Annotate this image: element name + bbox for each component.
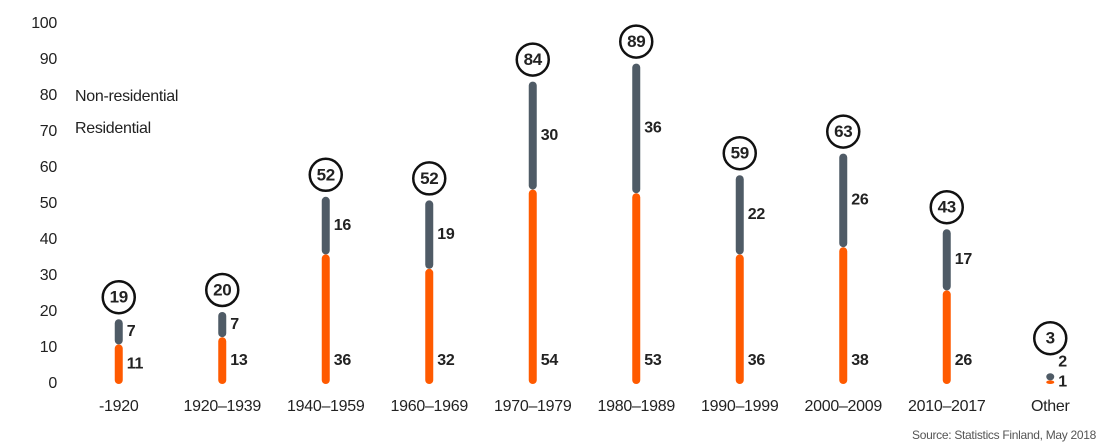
total-label: 19 — [110, 288, 128, 307]
value-label: 36 — [334, 352, 352, 369]
bar-segment — [425, 200, 434, 269]
total-circle — [101, 279, 136, 315]
bar-segment — [735, 175, 744, 255]
y-tick-label: 80 — [40, 87, 58, 104]
value-label: 13 — [230, 352, 248, 369]
value-label: 7 — [230, 316, 239, 333]
bar-segment — [528, 189, 537, 384]
total-label: 52 — [317, 165, 335, 184]
x-tick-label: 1960–1969 — [391, 398, 469, 415]
value-label: 7 — [127, 323, 136, 340]
value-label: 1 — [1058, 373, 1067, 390]
value-label: 53 — [644, 352, 662, 369]
x-tick-label: 2010–2017 — [908, 398, 986, 415]
total-label: 63 — [834, 122, 852, 141]
total-circle — [722, 135, 757, 171]
total-circle — [205, 272, 240, 308]
bar-segment — [321, 196, 330, 255]
x-tick-label: 1990–1999 — [701, 398, 779, 415]
bar-segment — [942, 290, 951, 384]
value-label: 19 — [437, 226, 455, 243]
value-label: 2 — [1058, 353, 1067, 370]
total-circle — [515, 42, 550, 77]
total-label: 59 — [731, 144, 749, 163]
x-tick-label: Other — [1031, 398, 1070, 415]
value-label: 54 — [541, 352, 559, 369]
y-tick-label: 50 — [40, 195, 58, 212]
bar-segment — [218, 337, 227, 384]
bar-segment — [632, 63, 641, 194]
bar-segment — [1046, 380, 1055, 384]
source: Source: Statistics Finland, May 2018 — [912, 428, 1097, 442]
x-tick-label: 1980–1989 — [598, 398, 676, 415]
bar-segment — [942, 229, 951, 291]
value-label: 38 — [851, 352, 869, 369]
total-circle — [412, 161, 447, 196]
x-tick-label: 1920–1939 — [184, 398, 262, 415]
value-label: 26 — [955, 352, 973, 369]
total-label: 3 — [1046, 329, 1055, 348]
legend-label: Residential — [75, 120, 151, 137]
x-tick-label: 1940–1959 — [287, 398, 365, 415]
total-label: 20 — [213, 280, 231, 299]
legend-label: Non-residential — [75, 88, 178, 105]
bar-segment — [425, 268, 434, 384]
bar-segment — [321, 254, 330, 384]
y-tick-label: 100 — [31, 15, 57, 32]
bar-segment — [632, 193, 641, 384]
y-tick-label: 0 — [48, 375, 57, 392]
bar-segment — [114, 344, 123, 384]
y-tick-label: 10 — [40, 339, 58, 356]
value-label: 30 — [541, 127, 559, 144]
y-tick-label: 30 — [40, 267, 58, 284]
bar-segment — [839, 247, 848, 384]
total-label: 52 — [420, 169, 438, 188]
value-label: 36 — [644, 120, 662, 137]
value-label: 36 — [748, 352, 766, 369]
value-label: 26 — [851, 192, 869, 209]
bar-segment — [839, 153, 848, 248]
value-label: 32 — [437, 352, 455, 369]
bar-segment — [528, 81, 537, 190]
total-circle — [826, 114, 861, 149]
bar-segment — [218, 312, 227, 338]
value-label: 16 — [334, 217, 352, 234]
total-circle — [1033, 320, 1068, 356]
x-tick-label: 1970–1979 — [494, 398, 572, 415]
value-label: 11 — [127, 355, 144, 372]
bar-segment — [735, 254, 744, 384]
y-tick-label: 40 — [40, 231, 58, 248]
value-label: 22 — [748, 206, 766, 223]
y-tick-label: 60 — [40, 159, 58, 176]
total-label: 89 — [627, 32, 645, 51]
value-label: 17 — [955, 251, 973, 268]
total-circle — [619, 24, 654, 59]
y-tick-label: 70 — [40, 123, 58, 140]
total-circle — [929, 189, 964, 225]
y-tick-label: 20 — [40, 303, 58, 320]
x-tick-label: 2000–2009 — [805, 398, 883, 415]
total-label: 84 — [524, 50, 543, 69]
y-tick-label: 90 — [40, 51, 58, 68]
total-label: 43 — [938, 198, 956, 217]
bar-segment — [114, 319, 123, 345]
bar-segment — [1046, 373, 1055, 381]
x-tick-label: -1920 — [99, 398, 139, 415]
total-circle — [308, 157, 343, 193]
